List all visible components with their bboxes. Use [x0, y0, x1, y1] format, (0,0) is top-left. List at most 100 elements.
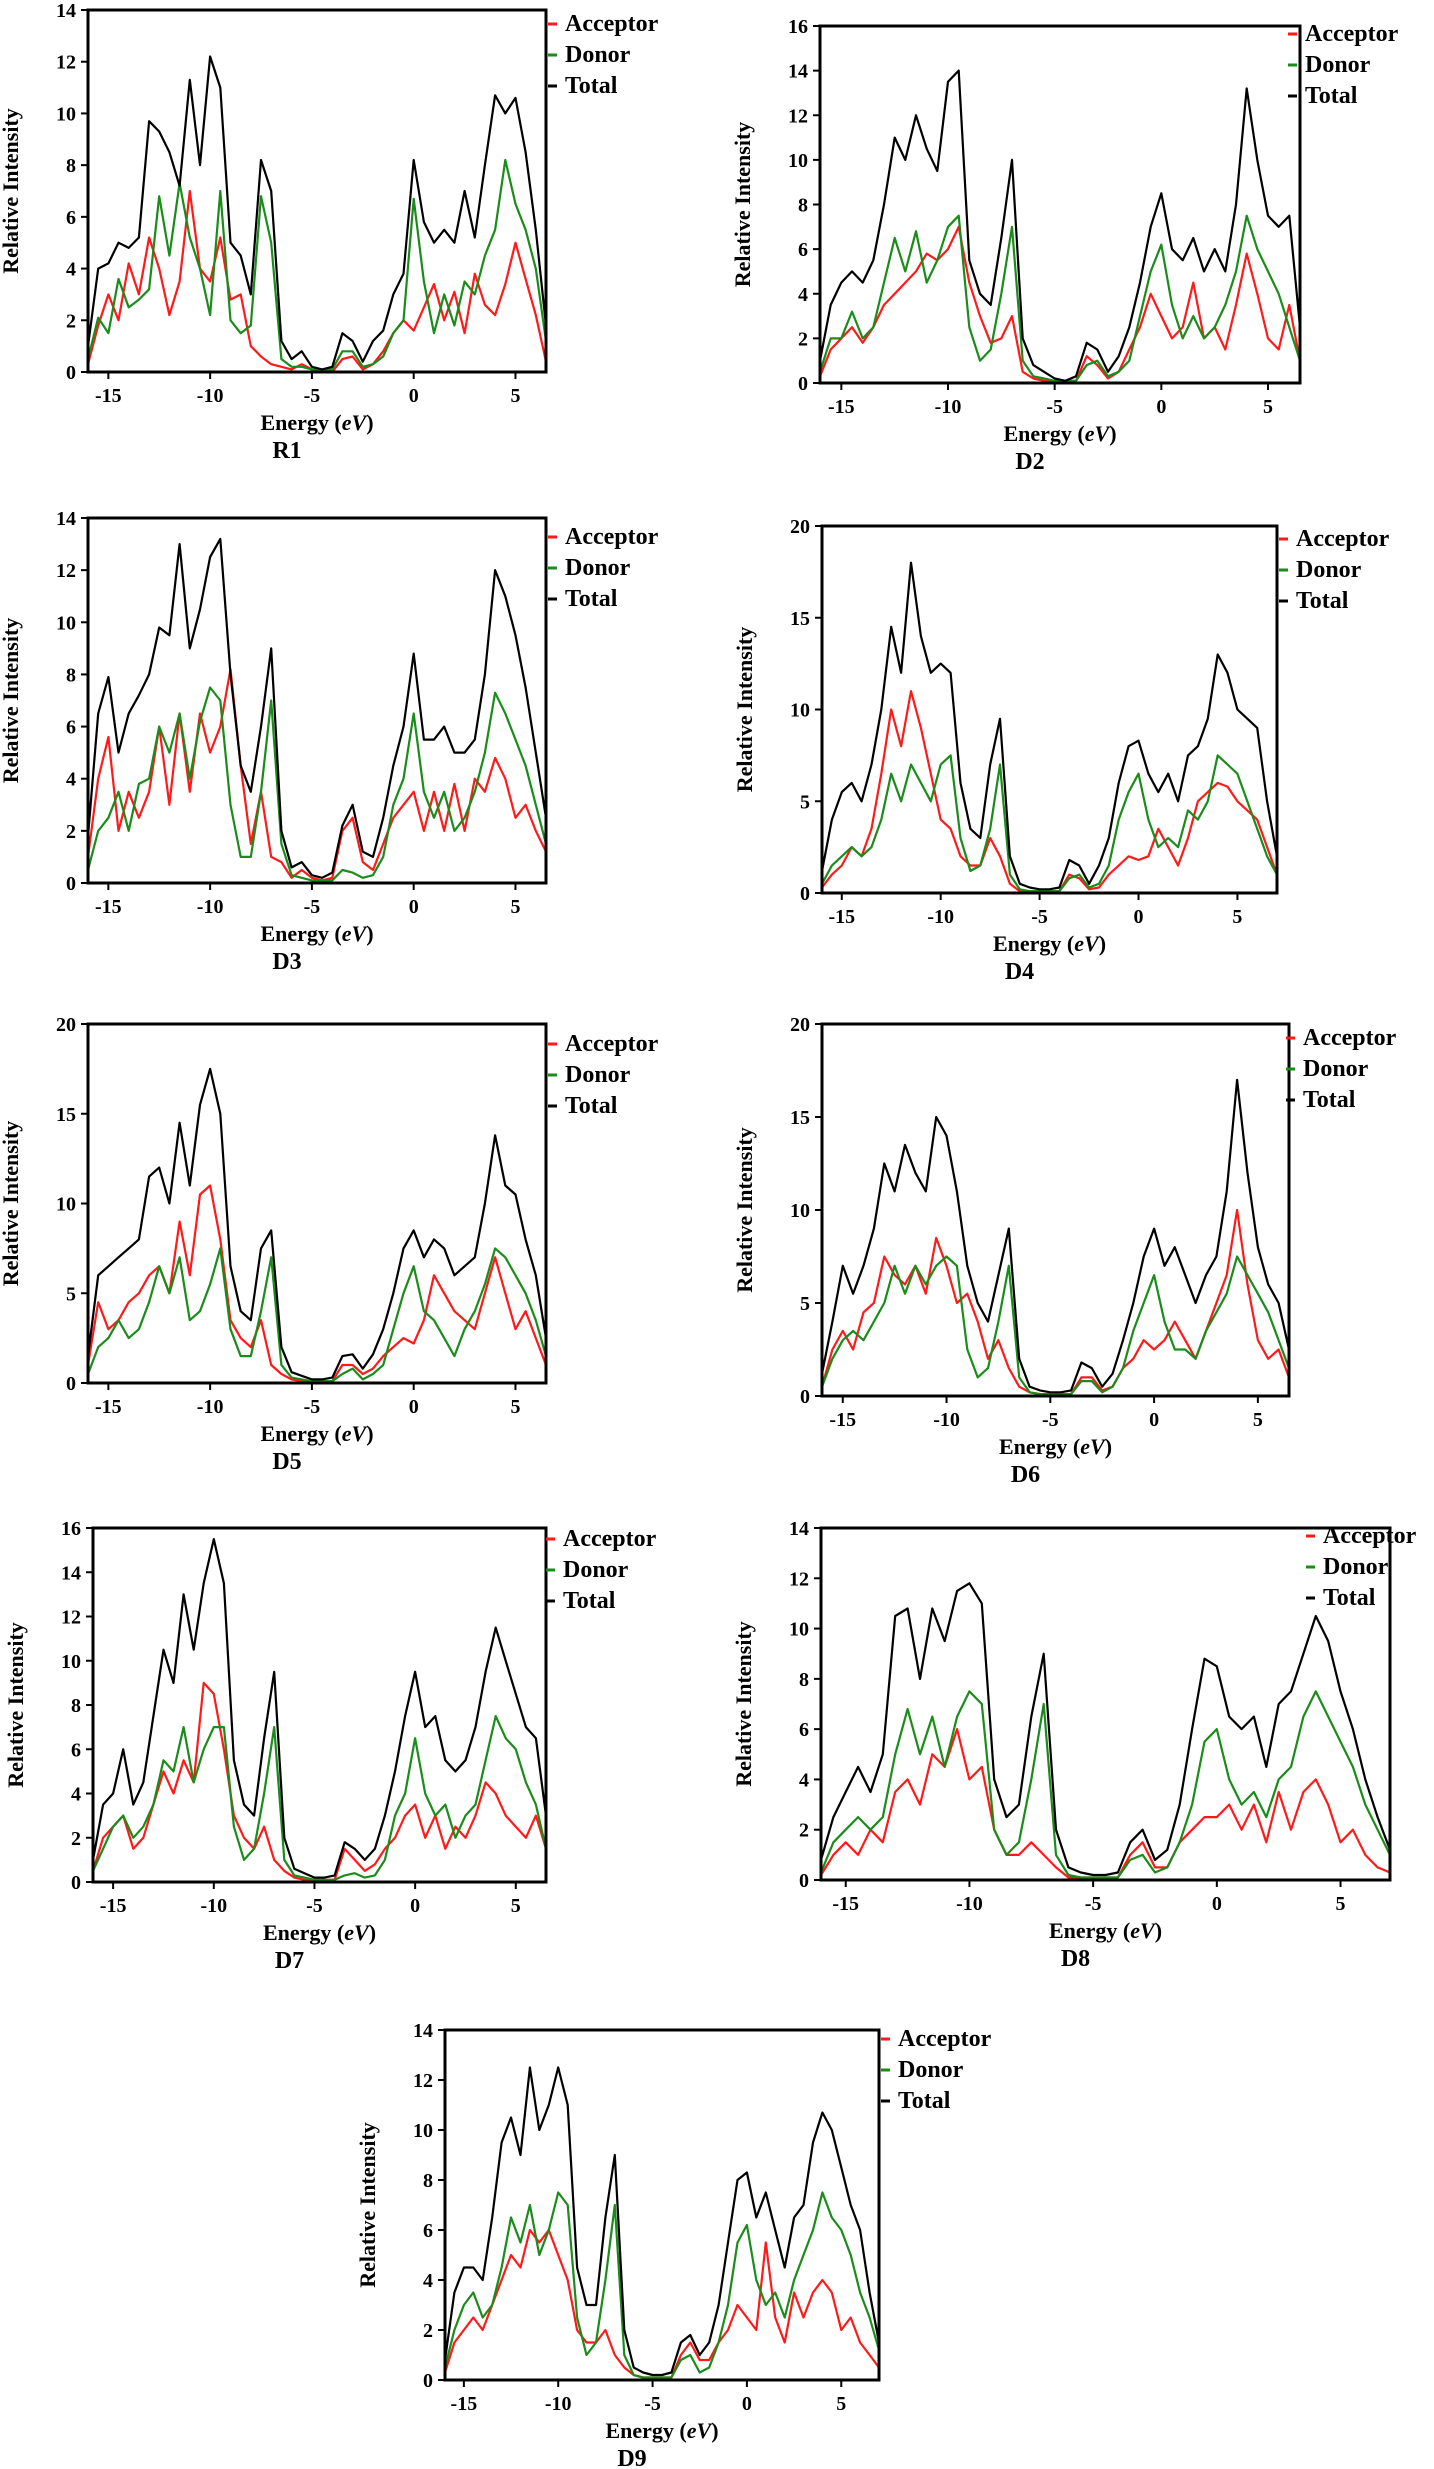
y-tick-label: 6 [423, 2220, 433, 2242]
x-axis-label: Energy (eV) [260, 410, 373, 435]
y-tick-label: 2 [66, 310, 76, 332]
y-tick-label: 20 [790, 516, 810, 538]
series-line-total [820, 561, 1279, 891]
y-tick-label: 15 [56, 1104, 76, 1126]
plot-frame [820, 1022, 1291, 1398]
x-tick-label: -10 [956, 1893, 983, 1915]
legend-label-acceptor: Acceptor [1305, 21, 1399, 47]
series-line-total [818, 69, 1302, 382]
y-tick-label: 8 [798, 195, 808, 217]
plot-frame [91, 1526, 548, 1884]
legend-label-donor: Donor [565, 1062, 631, 1088]
x-tick-label: 0 [410, 1895, 420, 1917]
legend-label-donor: Donor [1303, 1056, 1369, 1082]
y-tick-label: 14 [789, 1518, 809, 1540]
y-tick-label: 4 [66, 259, 76, 281]
x-axis-label: Energy (eV) [1049, 1918, 1162, 1943]
plot-frame [818, 24, 1302, 385]
y-tick-label: 2 [799, 1820, 809, 1842]
series-line-total [86, 537, 548, 879]
series-line-total [443, 2066, 881, 2377]
y-tick-label: 8 [66, 155, 76, 177]
series-line-acceptor [443, 2228, 880, 2379]
panel-label: D8 [1061, 1946, 1090, 1972]
y-tick-label: 4 [423, 2270, 433, 2292]
x-tick-label: -5 [304, 1396, 321, 1418]
x-tick-label: -5 [304, 385, 321, 407]
x-axis-label: Energy (eV) [260, 921, 373, 946]
y-tick-label: 14 [56, 0, 76, 22]
y-tick-label: 6 [66, 207, 76, 229]
y-tick-label: 4 [799, 1769, 809, 1791]
panel-label: R1 [272, 438, 301, 464]
x-tick-label: -15 [451, 2393, 478, 2415]
y-axis-label: Relative Intensity [355, 2122, 380, 2288]
y-tick-label: 0 [800, 883, 810, 905]
x-tick-label: -10 [200, 1895, 227, 1917]
series-line-donor [819, 1690, 1391, 1879]
y-tick-label: 14 [413, 2020, 433, 2042]
x-tick-label: -10 [935, 396, 962, 418]
y-axis-label: Relative Intensity [732, 627, 757, 793]
chart-panel-d2: 0 2 4 6 8 10 12 14 16 -15 -10 -5 0 5 Energy (eV) D2 Rela… [730, 16, 1399, 475]
chart-panel-d3: 0 2 4 6 8 10 12 14 -15 -10 -5 0 5 Energy (eV) D3 Relati… [0, 508, 659, 975]
plot-frame [86, 516, 548, 885]
y-tick-label: 10 [790, 700, 810, 722]
panel-label: D4 [1005, 959, 1034, 985]
x-tick-label: -5 [306, 1895, 323, 1917]
plot-frame [443, 2028, 881, 2382]
x-axis-label: Energy (eV) [999, 1434, 1112, 1459]
y-tick-label: 20 [790, 1014, 810, 1036]
legend-label-acceptor: Acceptor [1296, 526, 1390, 552]
series-line-total [91, 1538, 548, 1879]
y-tick-label: 12 [56, 560, 76, 582]
series-line-acceptor [86, 668, 547, 882]
series-line-donor [86, 1247, 548, 1383]
legend-label-acceptor: Acceptor [898, 2026, 992, 2052]
legend-label-donor: Donor [898, 2057, 964, 2083]
panel-label: D7 [275, 1948, 304, 1974]
x-tick-label: 0 [742, 2393, 752, 2415]
x-tick-label: -5 [1042, 1409, 1059, 1431]
y-axis-label: Relative Intensity [730, 122, 755, 288]
legend-label-acceptor: Acceptor [1323, 1523, 1417, 1549]
legend-label-total: Total [565, 1093, 618, 1119]
x-tick-label: -15 [829, 1409, 856, 1431]
x-axis-label: Energy (eV) [993, 931, 1106, 956]
series-line-total [86, 1067, 548, 1381]
legend-label-total: Total [898, 2088, 951, 2114]
y-tick-label: 12 [789, 1568, 809, 1590]
y-tick-label: 2 [71, 1828, 81, 1850]
x-tick-label: -15 [95, 896, 122, 918]
chart-panel-d6: 0 5 10 15 20 -15 -10 -5 0 5 Energy (eV) D6 Relative … [732, 1014, 1397, 1488]
y-tick-label: 2 [423, 2320, 433, 2342]
x-axis-label: Energy (eV) [1003, 421, 1116, 446]
x-tick-label: -15 [828, 906, 855, 928]
legend-label-donor: Donor [1296, 557, 1362, 583]
y-tick-label: 16 [788, 16, 808, 38]
series-line-donor [820, 1255, 1291, 1396]
x-tick-label: 0 [409, 1396, 419, 1418]
legend-label-total: Total [1323, 1585, 1376, 1611]
x-tick-label: -10 [927, 906, 954, 928]
legend-label-donor: Donor [1305, 52, 1371, 78]
series-line-acceptor [821, 690, 1279, 893]
x-tick-label: 0 [1149, 1409, 1159, 1431]
y-tick-label: 15 [790, 1107, 810, 1129]
chart-panel-d4: 0 5 10 15 20 -15 -10 -5 0 5 Energy (eV) D4 Relative … [732, 516, 1390, 985]
panel-label: D9 [617, 2446, 646, 2469]
chart-panel-d5: 0 5 10 15 20 -15 -10 -5 0 5 Energy (eV) D5 Relative … [0, 1014, 659, 1475]
chart-panel-d8: 0 2 4 6 8 10 12 14 -15 -10 -5 0 5 Energy (eV) D8 Relati… [731, 1518, 1417, 1972]
x-tick-label: 5 [510, 1396, 520, 1418]
y-axis-label: Relative Intensity [0, 1121, 23, 1287]
legend-label-acceptor: Acceptor [565, 1031, 659, 1057]
y-tick-label: 12 [56, 52, 76, 74]
legend-label-acceptor: Acceptor [565, 524, 659, 550]
y-tick-label: 8 [71, 1695, 81, 1717]
legend-label-total: Total [565, 586, 618, 612]
legend-label-donor: Donor [565, 555, 631, 581]
x-axis-label: Energy (eV) [605, 2418, 718, 2443]
series-line-total [86, 55, 548, 371]
legend-label-total: Total [1305, 83, 1358, 109]
